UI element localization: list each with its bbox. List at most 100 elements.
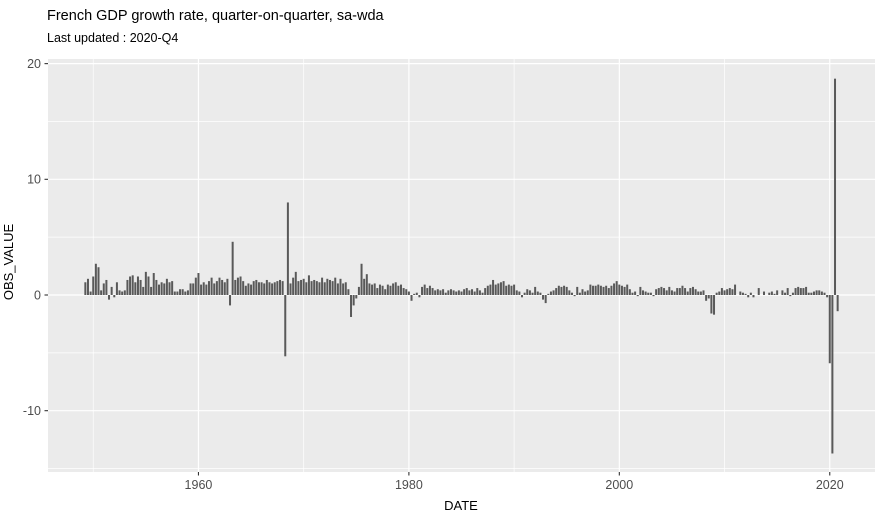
bar: [357, 286, 360, 295]
bar: [134, 282, 137, 295]
bar: [197, 273, 200, 295]
x-tick-label: 2000: [605, 478, 633, 492]
bar: [534, 286, 537, 295]
bar: [413, 293, 416, 295]
bar: [586, 290, 589, 295]
bar: [636, 295, 639, 297]
bar: [281, 281, 284, 295]
bar: [342, 283, 345, 295]
bar: [436, 289, 439, 295]
bar: [202, 282, 205, 295]
bar: [226, 278, 229, 295]
bar: [321, 277, 324, 295]
bar: [539, 292, 542, 295]
bar: [263, 283, 266, 295]
bar: [489, 284, 492, 295]
bar: [449, 289, 452, 295]
bar: [549, 291, 552, 295]
bar: [276, 281, 279, 295]
bar: [515, 290, 518, 295]
bar: [110, 286, 113, 295]
bar: [752, 295, 755, 298]
bar: [618, 284, 621, 295]
bar: [97, 267, 100, 295]
bar: [460, 291, 463, 295]
bar: [481, 292, 484, 295]
bar: [215, 281, 218, 295]
bar: [799, 288, 802, 295]
bar: [255, 279, 258, 295]
bar: [655, 289, 658, 295]
x-tick-label: 1960: [185, 478, 213, 492]
bar: [168, 282, 171, 295]
bar: [318, 282, 321, 295]
bar: [368, 283, 371, 295]
bar: [794, 288, 797, 295]
bar: [231, 241, 234, 295]
bar: [452, 290, 455, 295]
bar: [713, 295, 716, 315]
bar: [218, 277, 221, 295]
bar: [536, 291, 539, 295]
bar: [165, 278, 168, 295]
chart-title: French GDP growth rate, quarter-on-quart…: [47, 8, 384, 24]
bar: [573, 295, 576, 297]
y-tick-label: 0: [34, 288, 41, 302]
bar: [628, 289, 631, 295]
bar: [770, 291, 773, 295]
bar: [526, 289, 529, 295]
bar: [439, 290, 442, 295]
bar: [397, 285, 400, 295]
bar: [694, 289, 697, 295]
bar: [686, 291, 689, 295]
bar: [389, 285, 392, 295]
bar: [649, 292, 652, 295]
minor-gridlines: [48, 59, 875, 472]
bar: [194, 277, 197, 295]
bar: [668, 286, 671, 295]
bar: [744, 293, 747, 295]
bar: [229, 295, 232, 306]
bar: [663, 288, 666, 295]
bar: [652, 295, 655, 297]
bar: [326, 278, 329, 295]
bar: [555, 288, 558, 295]
y-tick-label: -10: [23, 404, 41, 418]
bar: [207, 281, 210, 295]
bar: [623, 286, 626, 295]
bar: [184, 291, 187, 295]
y-tick-label: 10: [27, 173, 41, 187]
bar: [205, 284, 208, 295]
bar: [334, 277, 337, 295]
bar: [505, 285, 508, 295]
bar: [192, 283, 195, 295]
bar: [670, 290, 673, 295]
bar: [221, 279, 224, 295]
bar: [102, 283, 105, 295]
bar: [560, 286, 563, 295]
bar: [660, 286, 663, 295]
bar: [402, 288, 405, 295]
bar: [294, 271, 297, 295]
bar: [442, 289, 445, 295]
bar: [100, 290, 103, 295]
bar: [147, 276, 150, 295]
bar: [818, 290, 821, 295]
bar: [339, 278, 342, 295]
bar: [297, 281, 300, 295]
bar: [710, 295, 713, 314]
bar: [747, 295, 750, 298]
bar: [728, 288, 731, 295]
bar: [189, 283, 192, 295]
x-axis-title: DATE: [444, 498, 478, 513]
bar: [268, 282, 271, 295]
bar: [626, 284, 629, 295]
bar: [89, 291, 92, 295]
bar: [378, 284, 381, 295]
bar: [86, 278, 89, 295]
bar: [691, 286, 694, 295]
bar: [544, 295, 547, 304]
bar: [610, 285, 613, 295]
bar: [739, 291, 742, 295]
